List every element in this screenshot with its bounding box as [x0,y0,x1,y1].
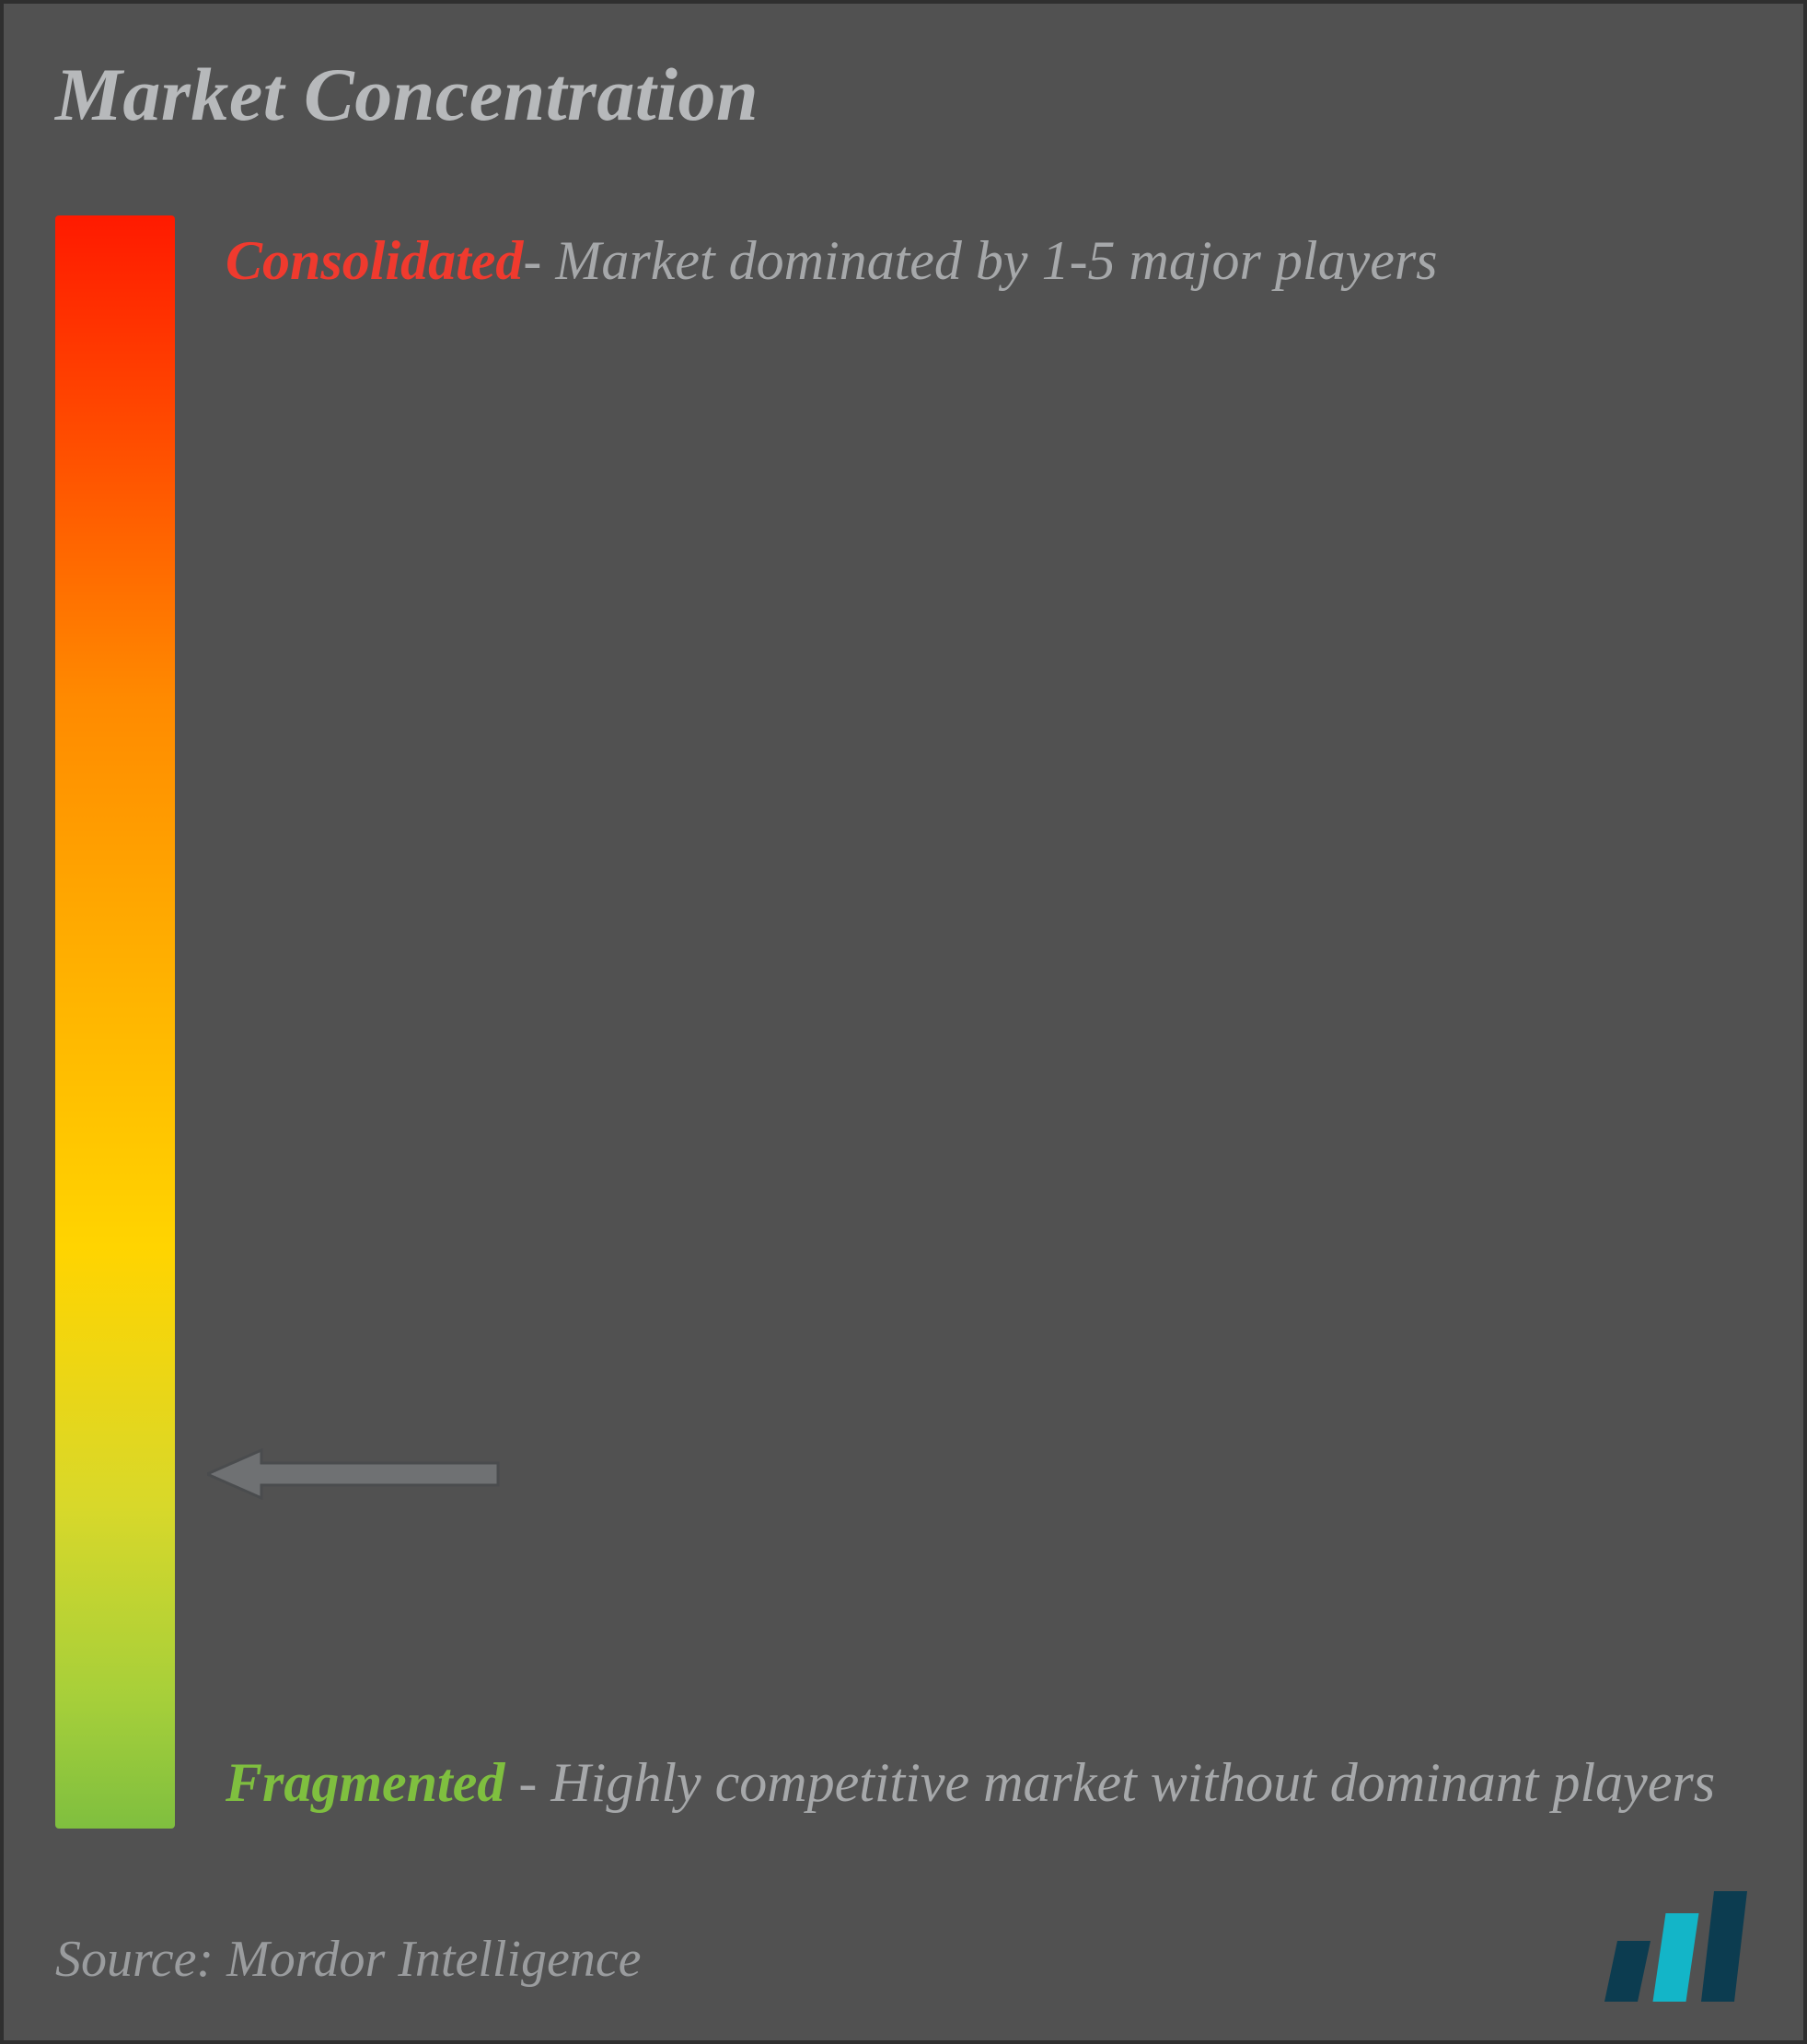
consolidated-keyword: Consolidated [226,230,523,291]
logo-bars-icon [1604,1891,1752,2002]
page-title: Market Concentration [55,52,759,138]
source-line: Source: Mordor Intelligence [55,1930,642,1989]
arrow-left-icon [207,1448,502,1500]
scale-labels: Consolidated- Market dominated by 1-5 ma… [226,215,1730,1829]
source-value: Mordor Intelligence [226,1931,641,1988]
fragmented-keyword: Fragmented [226,1752,504,1813]
concentration-scale-wrap [55,215,175,1829]
source-label: Source: [55,1931,214,1988]
brand-logo [1604,1891,1752,2002]
consolidated-label: Consolidated- Market dominated by 1-5 ma… [226,215,1730,307]
content-area: Consolidated- Market dominated by 1-5 ma… [55,215,1730,1829]
indicator-arrow [207,1448,502,1496]
concentration-scale-bar [55,215,175,1829]
fragmented-label: Fragmented - Highly competitive market w… [226,1737,1730,1829]
fragmented-desc: - Highly competitive market without domi… [504,1752,1715,1813]
consolidated-desc: - Market dominated by 1-5 major players [523,230,1437,291]
market-concentration-card: Market Concentration Consolidated- Marke… [0,0,1807,2044]
